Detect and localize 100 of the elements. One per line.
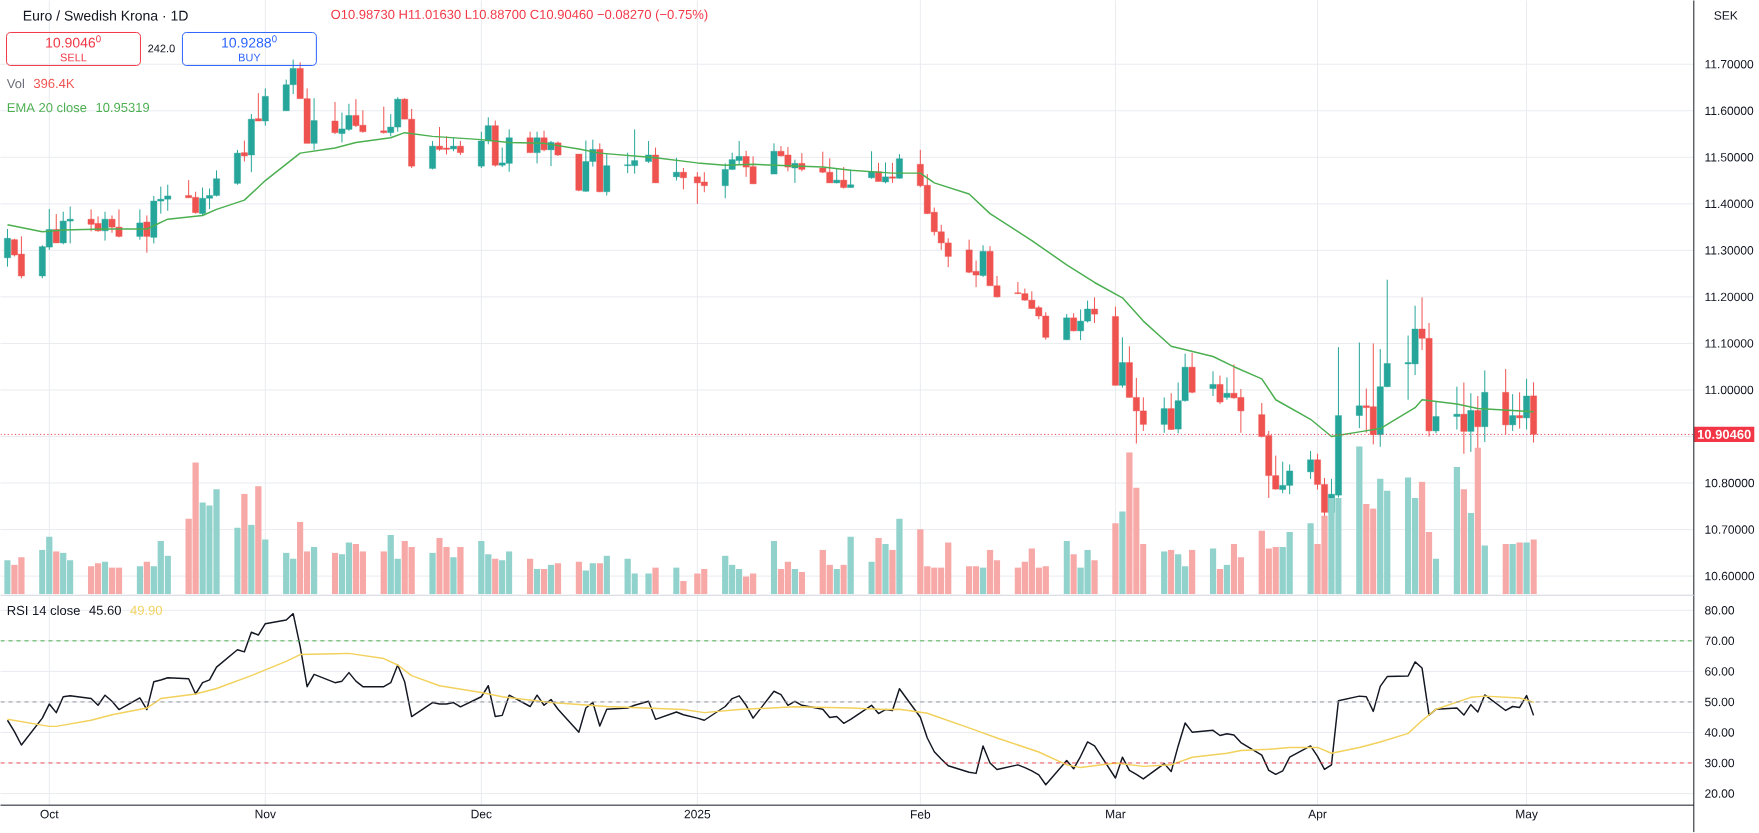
y-tick-label: 10.80000 [1705, 478, 1755, 488]
candlestick [1432, 400, 1440, 434]
bar [847, 536, 854, 595]
candlestick [52, 213, 60, 244]
candlestick [4, 228, 11, 268]
bar [882, 544, 889, 595]
bar [1223, 564, 1231, 595]
x-tick-label: 2025 [684, 810, 711, 819]
bar [53, 551, 60, 595]
candlestick [896, 153, 903, 180]
bar [331, 553, 339, 595]
candlestick [1307, 450, 1314, 480]
bar [1516, 542, 1523, 595]
x-tick-label: Feb [910, 810, 931, 819]
bar [889, 550, 896, 595]
candlestick [1070, 312, 1077, 333]
bar [798, 572, 806, 595]
candlestick [331, 101, 339, 135]
y-tick-label: 11.60000 [1705, 106, 1754, 116]
candlestick [241, 140, 248, 163]
bar [1530, 539, 1537, 595]
candlestick [429, 140, 436, 171]
y-tick-label: 20.00 [1705, 789, 1735, 798]
y-tick-label: 11.30000 [1705, 246, 1754, 255]
bar [429, 553, 436, 595]
bar [1161, 551, 1168, 595]
bar [241, 493, 248, 595]
bar [1112, 523, 1119, 595]
candlestick [1516, 391, 1523, 430]
candlestick [255, 92, 262, 122]
bar [1481, 545, 1488, 595]
candlestick [1119, 337, 1126, 389]
candlestick [770, 143, 778, 175]
y-tick-label: 11.10000 [1705, 339, 1754, 348]
bar [1474, 447, 1481, 595]
annotation: 242.0 [148, 44, 175, 53]
bar [833, 569, 840, 595]
x-tick-label: Nov [255, 810, 276, 819]
bar [1168, 550, 1175, 595]
candlestick [673, 157, 680, 182]
bar [1467, 513, 1474, 595]
bar [1119, 511, 1126, 595]
bar [262, 539, 269, 595]
x-tick-label: Mar [1106, 810, 1126, 819]
line-series [6, 613, 1535, 786]
candlestick [1160, 397, 1168, 434]
candlestick [380, 106, 388, 135]
x-tick-label: Apr [1308, 810, 1327, 821]
bar [1091, 560, 1098, 595]
bar [603, 555, 610, 595]
y-tick-label: 30.00 [1704, 758, 1735, 768]
annotation: 10.9046$^{0}$ [46, 35, 101, 48]
bar [1307, 523, 1314, 595]
bar [896, 518, 903, 595]
text: RSI 14 close [7, 605, 80, 616]
candlestick [143, 215, 151, 254]
bar [979, 567, 987, 595]
candlestick [1460, 382, 1468, 455]
annotation: O10.98730 H11.01630 L10.88700 C10.90460 −0.08270 (−0.75%) [331, 9, 708, 22]
text: EMA 20 close [7, 102, 87, 113]
bar [1209, 548, 1217, 595]
y-tick-label: 40.00 [1704, 728, 1735, 737]
bar [1188, 550, 1196, 595]
candlestick [1209, 371, 1217, 397]
bar [255, 486, 262, 595]
bar [450, 557, 457, 595]
bar [492, 558, 499, 595]
bar [1509, 544, 1516, 595]
x-tick-label: Dec [471, 810, 492, 819]
text: Euro / Swedish Krona · 1D [23, 10, 188, 21]
candlestick [1223, 377, 1231, 401]
annotation: 10.9288$^{0}$ [222, 35, 277, 48]
bar [310, 547, 318, 595]
candlestick [847, 169, 854, 189]
bar [248, 524, 255, 595]
bar [673, 567, 680, 595]
ref-line-label: 10.90460 [1697, 429, 1751, 440]
candlestick [533, 131, 541, 165]
candlestick [1523, 378, 1530, 431]
bar [457, 547, 464, 595]
candlestick [1091, 297, 1098, 324]
bar [596, 563, 603, 595]
bar [1523, 542, 1530, 595]
candlestick [875, 162, 882, 183]
x-tick-label: Oct [40, 810, 59, 819]
bar [645, 573, 652, 595]
candlestick [868, 150, 875, 180]
bar [875, 538, 882, 595]
bar [547, 564, 555, 595]
candlestick [680, 167, 687, 191]
y-tick-label: 50.00 [1705, 697, 1735, 707]
candlestick [1453, 386, 1461, 431]
x-tick-label: May [1516, 810, 1538, 821]
annotation: BUY [239, 53, 261, 62]
candlestick [1063, 313, 1071, 341]
annotation: 45.60 [89, 605, 121, 616]
bar [1216, 569, 1224, 595]
y-tick-label: 11.50000 [1705, 153, 1754, 162]
bar [1063, 541, 1070, 595]
candlestick [310, 97, 318, 151]
